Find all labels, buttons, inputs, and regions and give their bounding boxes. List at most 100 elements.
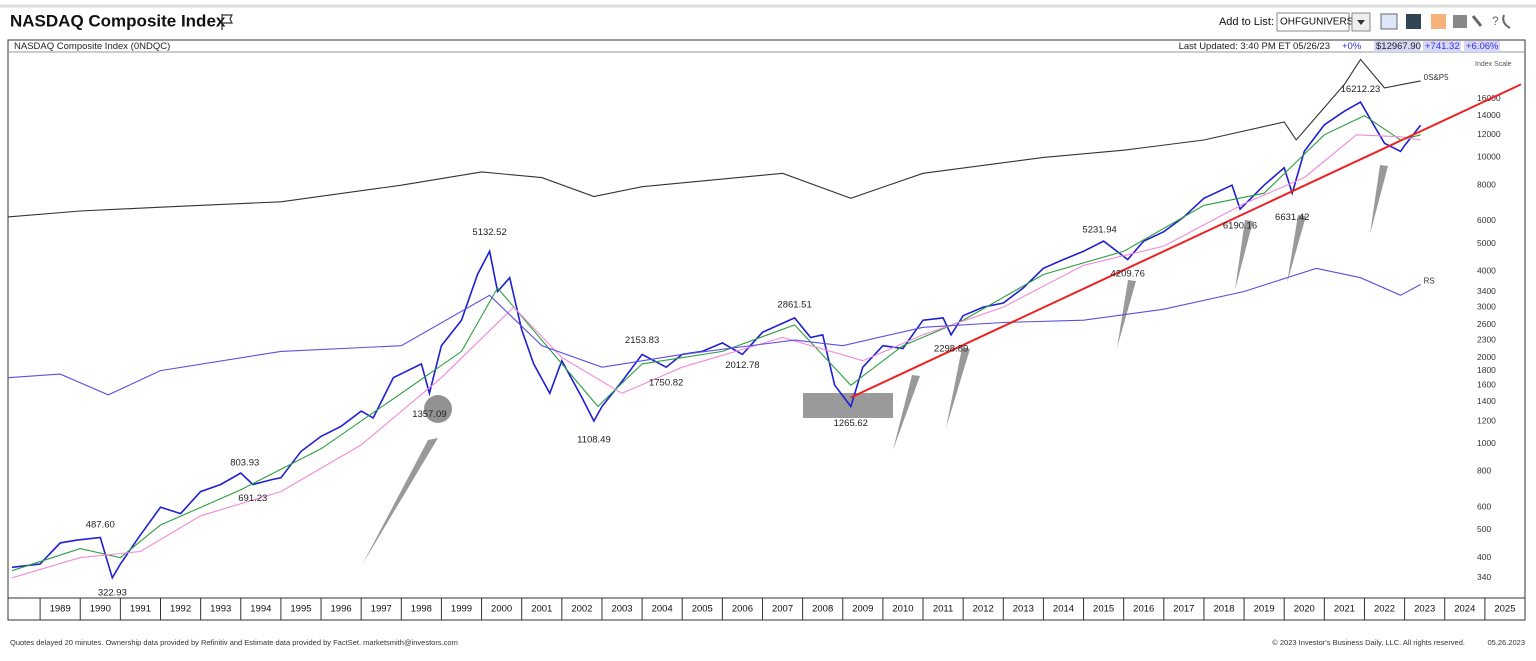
x-tick-label: 2021 <box>1334 604 1355 615</box>
x-tick-label: 2002 <box>571 604 592 615</box>
plot-area: 1989 1990 1991 1992 1993 1994 1995 1996 1997 1998… <box>7 58 1522 620</box>
x-tick-label: 2016 <box>1133 604 1154 615</box>
x-tick-label: 2011 <box>933 604 953 615</box>
series-line <box>11 101 1422 580</box>
x-tick-label: 2001 <box>531 604 552 615</box>
grid-icon[interactable] <box>1406 14 1421 29</box>
tools-icon[interactable] <box>1471 15 1483 27</box>
price-annotation: 16212.23 <box>1341 84 1381 95</box>
phone-icon[interactable] <box>1502 14 1511 29</box>
stat-box <box>1374 41 1420 52</box>
y-tick-label: 10000 <box>1477 152 1501 162</box>
stat: +0% <box>1342 41 1362 52</box>
x-tick-label: 2003 <box>611 604 632 615</box>
price-annotation: 2153.83 <box>625 335 659 346</box>
x-tick-label: 2018 <box>1213 604 1234 615</box>
x-tick-label: 2004 <box>652 604 673 615</box>
price-annotation: 1750.82 <box>649 378 683 389</box>
x-tick-label: 1989 <box>50 604 71 615</box>
chart-frame <box>7 39 1526 621</box>
x-tick-label: 2010 <box>892 604 913 615</box>
x-tick-label: 1998 <box>411 604 432 615</box>
price-annotation: 4209.76 <box>1111 268 1145 279</box>
pointer-wedge <box>1235 220 1253 290</box>
x-tick-label: 1997 <box>371 604 392 615</box>
y-tick-label: 2000 <box>1477 352 1496 362</box>
price-annotation: 5231.94 <box>1082 224 1116 235</box>
price-annotation: 2298.89 <box>934 344 968 355</box>
x-tick-label: 1992 <box>170 604 191 615</box>
last-updated: Last Updated: 3:40 PM ET 05/26/23 <box>1179 41 1330 52</box>
x-tick-label: 1993 <box>210 604 231 615</box>
x-tick-label: 1996 <box>331 604 352 615</box>
x-tick-label: 1991 <box>130 604 151 615</box>
y-tick-label: 600 <box>1477 501 1491 511</box>
price-annotation: 6190.16 <box>1223 221 1257 232</box>
x-tick-label: 2015 <box>1093 604 1114 615</box>
y-tick-label: 1200 <box>1477 415 1496 425</box>
y-tick-label: 2300 <box>1477 334 1496 344</box>
x-tick-label: 2008 <box>812 604 833 615</box>
price-annotation: 1357.09 <box>412 409 446 420</box>
y-tick-label: 14000 <box>1477 110 1501 120</box>
x-tick-label: 1999 <box>451 604 472 615</box>
x-tick-label: 1990 <box>90 604 111 615</box>
price-annotation: 803.93 <box>230 457 259 468</box>
chart-icon[interactable] <box>1380 13 1398 30</box>
x-tick-label: 2013 <box>1013 604 1034 615</box>
y-tick-label: 12000 <box>1477 129 1501 139</box>
y-tick-label: 8000 <box>1477 179 1496 189</box>
y-tick-label: 3000 <box>1477 301 1496 311</box>
stat-box <box>1464 41 1500 52</box>
flag-icon[interactable] <box>221 14 233 30</box>
stat: $12967.90 <box>1376 41 1421 52</box>
x-tick-label: 2007 <box>772 604 793 615</box>
y-tick-label: 800 <box>1477 466 1491 476</box>
dropdown-arrow <box>1357 20 1365 25</box>
export-icon[interactable] <box>1431 14 1446 29</box>
x-tick-label: 2009 <box>852 604 873 615</box>
help-icon[interactable]: ? <box>1492 14 1499 28</box>
stat: +6.06% <box>1466 41 1499 52</box>
footer-date: 05.26.2023 <box>1487 638 1525 647</box>
list-select[interactable] <box>1276 12 1350 32</box>
stat: +741.32 <box>1425 41 1460 52</box>
pointer-wedge <box>1370 165 1388 234</box>
series-line <box>7 58 1421 218</box>
price-annotation: 5132.52 <box>472 227 506 238</box>
y-tick-label: 16000 <box>1477 93 1501 103</box>
pointer-wedge <box>946 348 970 428</box>
y-axis-label: Index Scale <box>1475 61 1512 68</box>
symbol-label: NASDAQ Composite Index (0NDQC) <box>14 41 170 52</box>
y-tick-label: 6000 <box>1477 215 1496 225</box>
list-select-text: OHFGUNIVERSE <box>1280 17 1360 28</box>
y-tick-label: 2600 <box>1477 319 1496 329</box>
series-label: RS <box>1424 277 1435 286</box>
price-annotation: 691.23 <box>238 493 267 504</box>
series-line <box>11 114 1421 572</box>
x-tick-label: 2017 <box>1173 604 1194 615</box>
y-tick-label: 1400 <box>1477 396 1496 406</box>
footer-note: Quotes delayed 20 minutes. Ownership dat… <box>10 638 458 647</box>
print-icon[interactable] <box>1453 15 1467 28</box>
x-tick-label: 2022 <box>1374 604 1395 615</box>
price-annotation: 1108.49 <box>577 434 611 445</box>
y-tick-label: 5000 <box>1477 238 1496 248</box>
x-tick-label: 2000 <box>491 604 512 615</box>
page-title: NASDAQ Composite Index <box>10 11 226 30</box>
x-tick-label: 2005 <box>692 604 713 615</box>
pointer-wedge <box>362 438 438 565</box>
y-tick-label: 340 <box>1477 572 1491 582</box>
price-annotation: 2861.51 <box>777 299 811 310</box>
y-tick-label: 1600 <box>1477 379 1496 389</box>
y-tick-label: 400 <box>1477 552 1491 562</box>
copyright: © 2023 Investor's Business Daily, LLC. A… <box>1272 638 1465 647</box>
x-tick-label: 2025 <box>1494 604 1515 615</box>
x-tick-label: 2024 <box>1454 604 1475 615</box>
series-label: 0S&P5 <box>1424 73 1449 82</box>
price-annotation: 322.93 <box>98 588 127 599</box>
price-annotation: 2012.78 <box>725 360 759 371</box>
y-tick-label: 1800 <box>1477 365 1496 375</box>
